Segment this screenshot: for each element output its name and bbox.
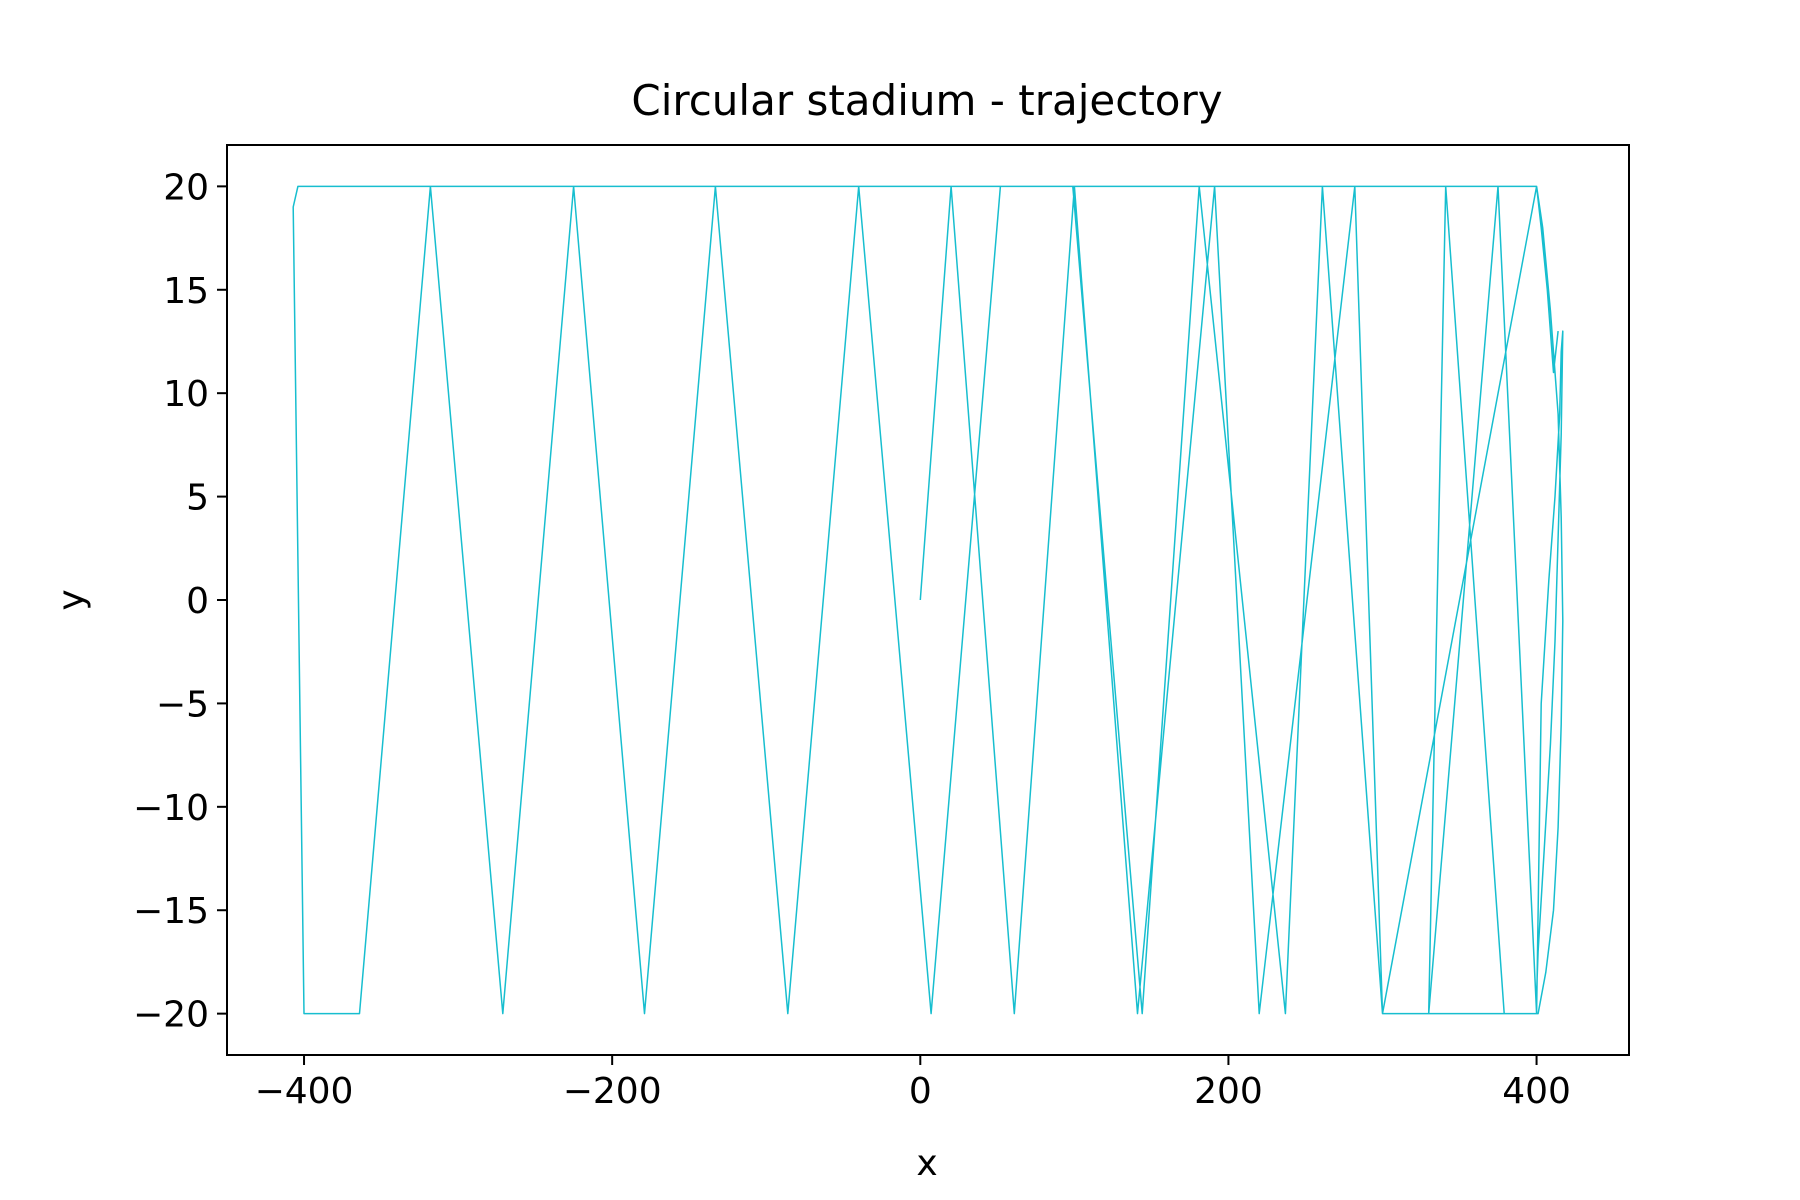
y-tick-label: −10 bbox=[133, 788, 209, 829]
x-tick-label: 400 bbox=[1502, 1071, 1571, 1112]
y-tick-label: 20 bbox=[163, 167, 209, 208]
plot-frame bbox=[226, 144, 1630, 1056]
x-tick-label: −200 bbox=[563, 1071, 662, 1112]
y-tick-label: 15 bbox=[163, 271, 209, 312]
trajectory-layer bbox=[292, 185, 1564, 1015]
y-tick-label: 0 bbox=[186, 581, 209, 622]
y-tick-label: −15 bbox=[133, 891, 209, 932]
y-tick-label: −20 bbox=[133, 995, 209, 1036]
y-tick-label: 10 bbox=[163, 374, 209, 415]
x-axis-label: x bbox=[916, 1143, 937, 1184]
y-tick-label: 5 bbox=[186, 478, 209, 519]
y-axis-label: y bbox=[51, 589, 92, 610]
x-tick-label: 0 bbox=[909, 1071, 932, 1112]
x-tick-label: 200 bbox=[1194, 1071, 1263, 1112]
tick-layer: −400 −200 0 200 400 −20 −15 −10 −5 0 5 10 15 20 bbox=[133, 167, 1571, 1112]
plot-area bbox=[227, 145, 1629, 1055]
y-tick-label: −5 bbox=[156, 684, 209, 725]
trajectory-line-0 bbox=[292, 185, 1564, 1015]
chart-title: Circular stadium - trajectory bbox=[631, 76, 1222, 125]
x-tick-label: −400 bbox=[255, 1071, 354, 1112]
